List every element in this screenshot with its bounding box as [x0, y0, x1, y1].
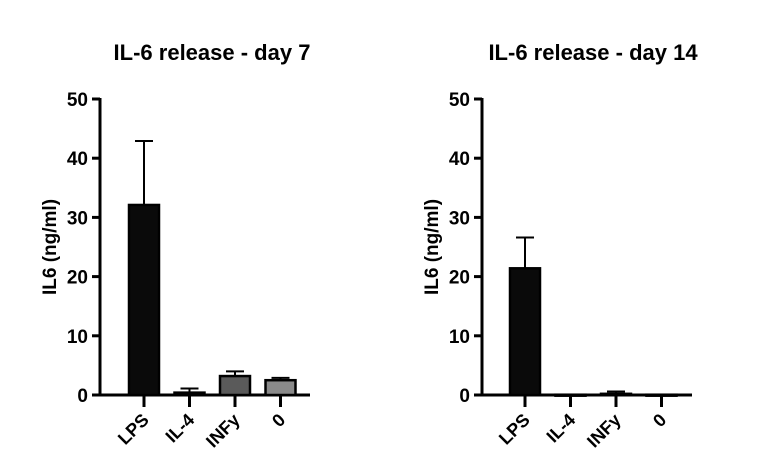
y-tick-label: 20: [449, 268, 470, 289]
x-tick-label: LPS: [114, 410, 153, 449]
chart-title: IL-6 release - day 7: [114, 40, 311, 65]
y-tick-label: 20: [67, 268, 88, 289]
x-tick-label: LPS: [495, 410, 534, 449]
y-tick-label: 50: [449, 90, 470, 111]
bar-LPS: [127, 203, 161, 397]
bar-LPS: [508, 267, 542, 397]
y-tick-label: 0: [459, 386, 470, 407]
y-tick-label: 0: [77, 386, 88, 407]
x-tick-label: IL-4: [162, 410, 199, 447]
y-tick-label: 10: [449, 327, 470, 348]
panel-day-7: IL-6 release - day 7 IL6 (ng/ml) 0 10 20 30…: [40, 40, 310, 451]
chart-title: IL-6 release - day 14: [488, 40, 698, 65]
y-tick-label: 10: [67, 327, 88, 348]
x-tick-label: 0: [649, 410, 670, 431]
y-axis-label: IL6 (ng/ml): [40, 199, 61, 295]
y-tick-label: 30: [449, 208, 470, 229]
x-tick-label: IL-4: [543, 410, 580, 447]
y-axis-label: IL6 (ng/ml): [422, 199, 443, 295]
x-tick-label: 0: [268, 410, 289, 431]
y-tick-label: 30: [67, 208, 88, 229]
x-tick-label: INFy: [202, 410, 244, 452]
bar-INFy: [599, 392, 633, 397]
bar-0: [264, 378, 297, 397]
bar-IL-4: [173, 391, 206, 397]
y-tick-label: 40: [449, 149, 470, 170]
y-tick-label: 40: [67, 149, 88, 170]
y-tick-label: 50: [67, 90, 88, 111]
bar-INFy: [218, 374, 252, 397]
x-tick-label: INFy: [583, 410, 625, 452]
panel-day-14: IL-6 release - day 14 IL6 (ng/ml) 0 10 20 3…: [422, 40, 698, 451]
